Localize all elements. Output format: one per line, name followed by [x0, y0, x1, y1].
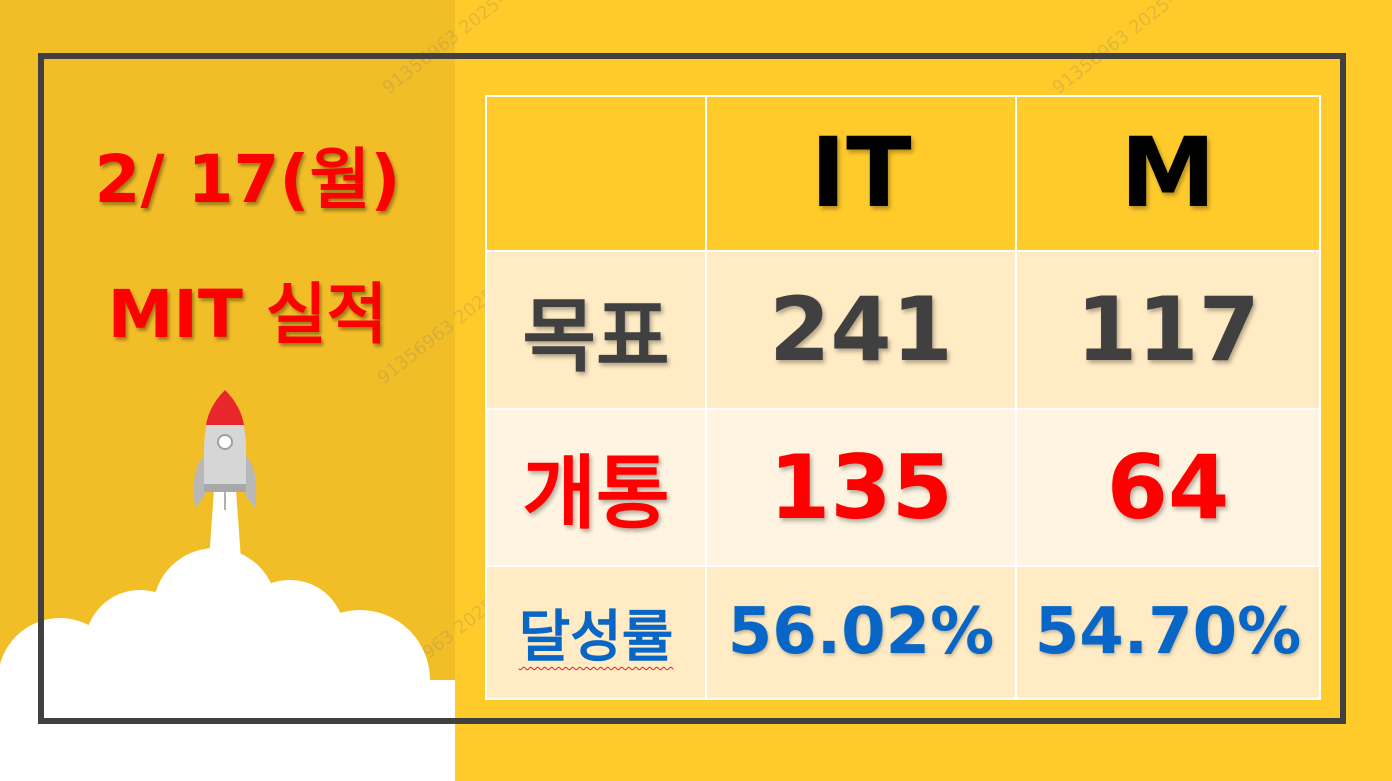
target-it-value: 241	[705, 249, 1017, 411]
header-empty-cell	[485, 95, 707, 252]
stats-table: IT M 목표 241 117 개통 135 64 달성률 56.02% 54.…	[485, 95, 1321, 701]
table-row-achievement: 달성률 56.02% 54.70%	[485, 564, 1321, 701]
column-header-it: IT	[705, 95, 1017, 252]
target-m-value: 117	[1015, 249, 1321, 411]
activation-it-value: 135	[705, 408, 1017, 567]
column-header-m: M	[1015, 95, 1321, 252]
table-row-target: 목표 241 117	[485, 249, 1321, 411]
table-header-row: IT M	[485, 95, 1321, 252]
table-row-activation: 개통 135 64	[485, 408, 1321, 567]
row-label-target: 목표	[485, 249, 707, 411]
rocket-icon	[0, 390, 455, 781]
outer-frame	[38, 53, 1346, 724]
achievement-it-value: 56.02%	[705, 564, 1017, 701]
row-label-achievement: 달성률	[485, 564, 707, 701]
title-subtitle: MIT 실적	[107, 276, 388, 353]
achievement-m-value: 54.70%	[1015, 564, 1321, 701]
cloud-icon	[0, 548, 455, 781]
row-label-activation: 개통	[485, 408, 707, 567]
activation-m-value: 64	[1015, 408, 1321, 567]
title-date: 2/ 17(월)	[94, 141, 401, 218]
